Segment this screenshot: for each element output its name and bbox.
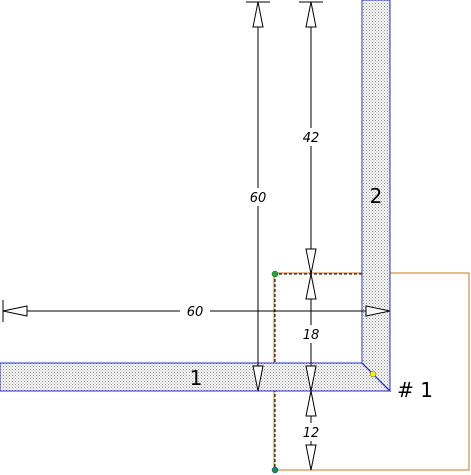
- dimension-vertical-60: [246, 1, 270, 392]
- part-2-label: 2: [370, 184, 383, 208]
- corner-weld-line: [361, 362, 391, 392]
- part-1-label: 1: [190, 366, 203, 390]
- grip-marker-teal[interactable]: [271, 466, 279, 474]
- dimension-horizontal-label: 60: [187, 305, 204, 320]
- dimension-vertical-label: 60: [250, 191, 267, 206]
- dimension-middle-label: 18: [303, 328, 320, 343]
- dimension-chain: [299, 1, 323, 471]
- dimension-upper-label: 42: [303, 131, 320, 146]
- grip-marker-yellow[interactable]: [369, 370, 377, 378]
- dimension-lower-label: 12: [303, 426, 320, 441]
- section-label: # 1: [397, 378, 433, 402]
- grip-marker-green[interactable]: [271, 270, 279, 278]
- dimension-horizontal-60: [2, 300, 391, 322]
